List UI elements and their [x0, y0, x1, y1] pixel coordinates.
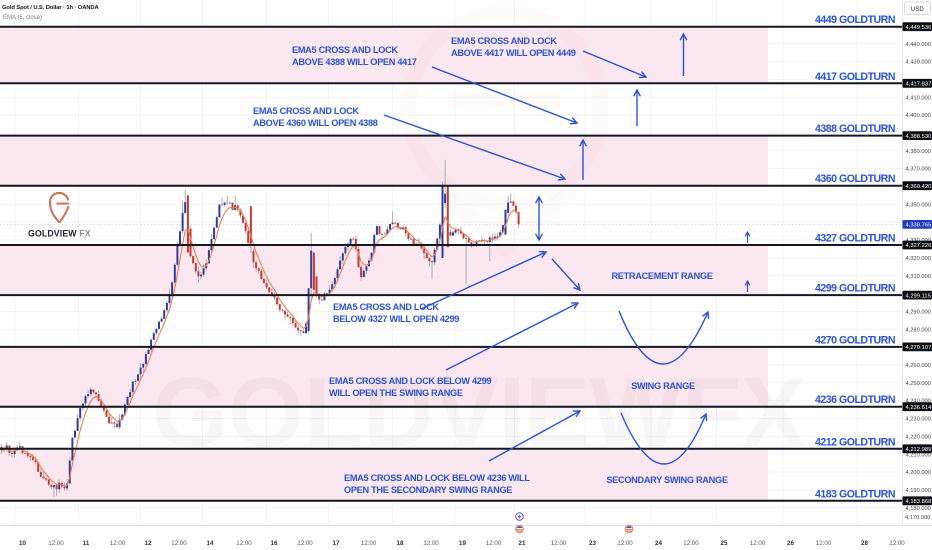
svg-text:4,240.000: 4,240.000	[906, 399, 931, 405]
svg-text:USD: USD	[911, 7, 924, 13]
svg-text:4,388.530: 4,388.530	[906, 134, 932, 140]
svg-text:SECONDARY SWING RANGE: SECONDARY SWING RANGE	[606, 475, 727, 485]
svg-text:4,190.000: 4,190.000	[906, 488, 931, 494]
svg-text:4,350.000: 4,350.000	[906, 202, 931, 208]
svg-text:4299 GOLDTURN: 4299 GOLDTURN	[815, 283, 895, 295]
svg-text:4,170.000: 4,170.000	[905, 515, 930, 521]
svg-text:4388 GOLDTURN: 4388 GOLDTURN	[815, 123, 895, 135]
svg-text:14: 14	[207, 540, 214, 547]
svg-text:Gold Spot / U.S. Dollar · 1h ·: Gold Spot / U.S. Dollar · 1h · OANDA	[2, 5, 99, 11]
svg-text:4,320.000: 4,320.000	[906, 256, 931, 262]
svg-text:4,449.536: 4,449.536	[906, 25, 932, 31]
svg-text:4183 GOLDTURN: 4183 GOLDTURN	[815, 488, 895, 500]
svg-text:4,200.000: 4,200.000	[906, 470, 931, 476]
svg-text:12:00: 12:00	[423, 540, 439, 547]
svg-text:19: 19	[459, 540, 466, 547]
svg-text:GOLDVIEWFX: GOLDVIEWFX	[152, 357, 806, 467]
svg-text:25: 25	[721, 540, 728, 547]
svg-text:4236 GOLDTURN: 4236 GOLDTURN	[815, 394, 895, 406]
svg-text:4,410.000: 4,410.000	[906, 95, 931, 101]
svg-text:4,260.000: 4,260.000	[906, 363, 931, 369]
svg-text:12:00: 12:00	[889, 540, 905, 547]
svg-text:12:00: 12:00	[297, 540, 313, 547]
svg-text:4360 GOLDTURN: 4360 GOLDTURN	[815, 173, 895, 185]
svg-text:4,183.868: 4,183.868	[906, 499, 932, 505]
svg-text:4,360.420: 4,360.420	[906, 184, 932, 190]
svg-text:GOLDVIEW FX: GOLDVIEW FX	[28, 229, 91, 239]
svg-text:12:00: 12:00	[486, 540, 502, 547]
svg-text:4,430.000: 4,430.000	[906, 60, 931, 66]
svg-text:4,220.000: 4,220.000	[906, 434, 931, 440]
svg-text:4,299.115: 4,299.115	[906, 293, 931, 299]
svg-text:12:00: 12:00	[617, 540, 633, 547]
svg-text:4212 GOLDTURN: 4212 GOLDTURN	[815, 436, 895, 448]
svg-text:4417 GOLDTURN: 4417 GOLDTURN	[815, 71, 895, 83]
svg-text:12:00: 12:00	[683, 540, 699, 547]
svg-text:4270 GOLDTURN: 4270 GOLDTURN	[815, 334, 895, 346]
svg-text:12:00: 12:00	[361, 540, 377, 547]
svg-text:RETRACEMENT RANGE: RETRACEMENT RANGE	[611, 271, 712, 281]
svg-text:4,380.000: 4,380.000	[906, 149, 931, 155]
svg-text:4,180.000: 4,180.000	[906, 506, 931, 512]
svg-text:23: 23	[589, 540, 596, 547]
svg-text:28: 28	[861, 540, 868, 547]
svg-text:4,250.000: 4,250.000	[906, 381, 931, 387]
svg-text:4,440.000: 4,440.000	[906, 42, 931, 48]
svg-text:12:00: 12:00	[816, 540, 832, 547]
svg-text:21: 21	[519, 540, 526, 547]
svg-text:4,210.000: 4,210.000	[906, 452, 931, 458]
svg-text:12:00: 12:00	[171, 540, 187, 547]
svg-text:12:00: 12:00	[551, 540, 567, 547]
svg-text:4,417.837: 4,417.837	[906, 82, 932, 88]
svg-text:4,290.000: 4,290.000	[906, 310, 931, 316]
svg-text:SWING RANGE: SWING RANGE	[631, 381, 695, 391]
svg-text:4327 GOLDTURN: 4327 GOLDTURN	[815, 233, 895, 245]
svg-text:4,338.765: 4,338.765	[906, 223, 932, 229]
svg-text:4,370.000: 4,370.000	[906, 167, 931, 173]
svg-text:4449 GOLDTURN: 4449 GOLDTURN	[815, 14, 895, 26]
svg-text:26: 26	[787, 540, 794, 547]
svg-text:10: 10	[19, 540, 26, 547]
svg-text:12: 12	[145, 540, 152, 547]
svg-text:4,400.000: 4,400.000	[906, 113, 931, 119]
svg-text:18: 18	[397, 540, 404, 547]
svg-text:EMA (5, close): EMA (5, close)	[3, 15, 42, 21]
svg-text:4,230.000: 4,230.000	[906, 417, 931, 423]
svg-text:4,212.989: 4,212.989	[906, 447, 932, 453]
svg-text:11: 11	[83, 540, 90, 547]
svg-text:12:00: 12:00	[236, 540, 252, 547]
svg-text:4,270.107: 4,270.107	[906, 345, 932, 351]
svg-text:12:00: 12:00	[48, 540, 64, 547]
svg-text:4,327.226: 4,327.226	[906, 243, 932, 249]
svg-text:12:00: 12:00	[110, 540, 126, 547]
svg-text:4,310.000: 4,310.000	[906, 274, 931, 280]
svg-text:16: 16	[271, 540, 278, 547]
svg-text:17: 17	[333, 540, 340, 547]
svg-text:4,280.000: 4,280.000	[906, 327, 931, 333]
svg-text:12:00: 12:00	[750, 540, 766, 547]
svg-text:4,236.614: 4,236.614	[906, 405, 932, 411]
svg-text:24: 24	[655, 540, 662, 547]
